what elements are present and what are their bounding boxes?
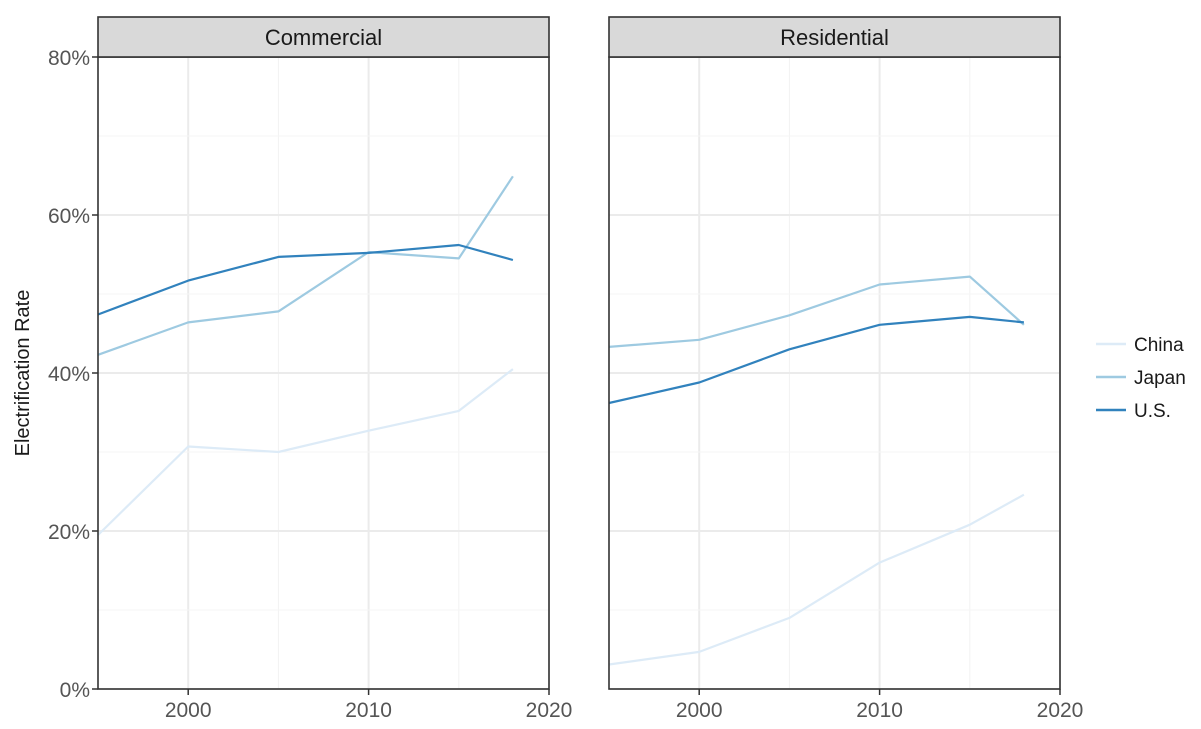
y-tick-label: 60% [48,205,90,228]
legend-item-japan: Japan [1096,368,1186,389]
series-line-japan [97,175,514,356]
x-tick-label: 2000 [676,699,723,722]
legend-label: U.S. [1134,401,1171,422]
legend: China Japan U.S. [1096,335,1186,422]
series-line-u-s [97,243,514,316]
x-axis: 2000 2010 2020 [165,689,573,722]
panel-commercial: Commercial 2000 2010 2020 0% 20% 40% 60% 80% [48,16,573,722]
y-tick-label: 40% [48,363,90,386]
x-axis: 2000 2010 2020 [676,689,1084,722]
series-line-u-s [608,315,1025,405]
y-tick-label: 20% [48,521,90,544]
panel-residential: Residential 2000 2010 2020 [608,16,1084,722]
x-tick-label: 2020 [526,699,573,722]
y-tick-label: 0% [60,679,90,702]
legend-item-china: China [1096,335,1184,356]
y-axis-title: Electrification Rate [12,290,34,457]
facet-title: Residential [780,25,889,50]
y-axis: 0% 20% 40% 60% 80% [48,47,98,702]
series-lines [97,175,514,536]
x-tick-label: 2010 [345,699,392,722]
facet-title: Commercial [265,25,382,50]
x-tick-label: 2010 [856,699,903,722]
legend-label: China [1134,335,1184,356]
x-tick-label: 2000 [165,699,212,722]
panels-layer: Commercial 2000 2010 2020 0% 20% 40% 60% 80% Resi… [48,16,1084,722]
legend-item-u-s: U.S. [1096,401,1171,422]
series-lines [608,275,1025,666]
series-line-china [608,493,1025,666]
facet-strip [97,16,550,58]
series-line-china [97,368,514,536]
x-tick-label: 2020 [1037,699,1084,722]
y-tick-label: 80% [48,47,90,70]
series-line-japan [608,275,1025,348]
legend-label: Japan [1134,368,1186,389]
facet-strip [608,16,1061,58]
